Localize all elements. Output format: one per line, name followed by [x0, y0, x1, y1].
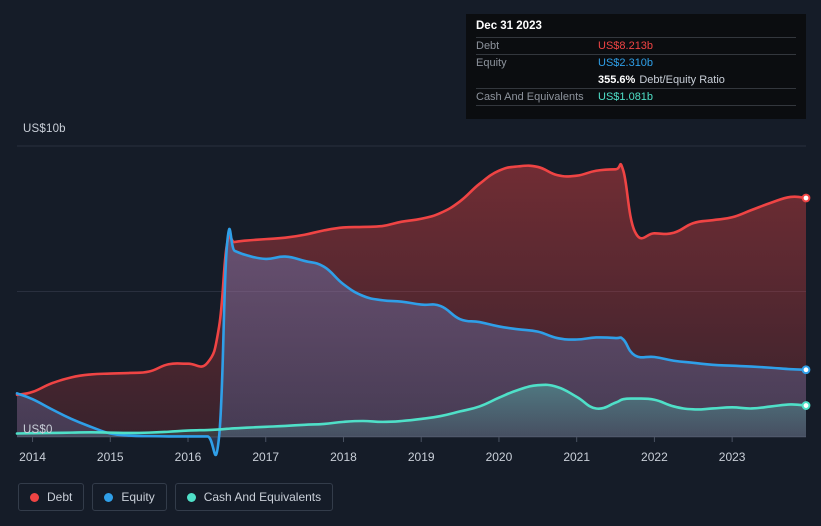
x-axis-label-2019: 2019: [407, 450, 435, 464]
endpoint-marker-equity: [801, 365, 811, 375]
tooltip-cash-label: Cash And Equivalents: [476, 91, 584, 103]
data-tooltip: Dec 31 2023 Debt US$8.213b Equity US$2.3…: [466, 14, 806, 119]
tooltip-row-debt: Debt US$8.213b: [476, 37, 796, 54]
legend-dot-icon-equity: [104, 492, 114, 502]
tooltip-date: Dec 31 2023: [476, 20, 542, 32]
legend-item-equity[interactable]: Equity: [92, 483, 167, 511]
x-axis-label-2016: 2016: [174, 450, 202, 464]
chart-endpoint-markers: [801, 193, 811, 410]
y-axis-label-zero: US$0: [23, 424, 53, 436]
tooltip-ratio-value: 355.6%: [598, 73, 636, 86]
tooltip-row-ratio: 355.6% Debt/Equity Ratio: [476, 71, 796, 88]
chart-areas: [17, 164, 806, 455]
x-axis-label-2020: 2020: [485, 450, 513, 464]
chart-legend: Debt Equity Cash And Equivalents: [18, 483, 334, 511]
legend-dot-icon-cash-and-equivalents: [186, 492, 196, 502]
legend-label-debt: Debt: [47, 490, 73, 504]
tooltip-bottom-divider: [476, 105, 796, 106]
area-cash-and-equivalents: [17, 384, 806, 437]
x-axis-label-2014: 2014: [19, 450, 46, 464]
tooltip-row-cash: Cash And Equivalents US$1.081b: [476, 88, 796, 105]
tooltip-cash-value: US$1.081b: [598, 91, 654, 103]
chart-x-ticks: [32, 437, 733, 442]
area-equity: [17, 228, 806, 455]
x-axis-label-2023: 2023: [718, 450, 746, 464]
chart-lines: [15, 162, 808, 457]
x-axis-label-2022: 2022: [641, 450, 668, 464]
y-axis-label-top: US$10b: [23, 123, 66, 135]
legend-label-equity: Equity: [121, 490, 155, 504]
endpoint-marker-debt: [801, 193, 811, 203]
legend-item-debt[interactable]: Debt: [18, 483, 85, 511]
x-axis-label-2021: 2021: [563, 450, 591, 464]
tooltip-debt-label: Debt: [476, 40, 500, 52]
endpoint-marker-cash-and-equivalents: [801, 401, 811, 410]
legend-dot-icon-debt: [30, 492, 39, 502]
line-debt: [15, 162, 808, 397]
x-axis-label-2015: 2015: [96, 450, 124, 464]
tooltip-row-equity: Equity US$2.310b: [476, 54, 796, 71]
legend-label-cash-and-equivalents: Cash And Equivalents: [203, 490, 322, 504]
tooltip-debt-value: US$8.213b: [598, 40, 654, 52]
x-axis-label-2017: 2017: [252, 450, 280, 464]
tooltip-equity-label: Equity: [476, 57, 507, 69]
tooltip-ratio-label: Debt/Equity Ratio: [639, 73, 725, 86]
x-axis-label-2018: 2018: [330, 450, 357, 464]
legend-item-cash-and-equivalents[interactable]: Cash And Equivalents: [174, 483, 334, 511]
tooltip-equity-value: US$2.310b: [598, 57, 654, 69]
line-cash-and-equivalents: [15, 383, 808, 435]
line-equity: [15, 227, 808, 457]
